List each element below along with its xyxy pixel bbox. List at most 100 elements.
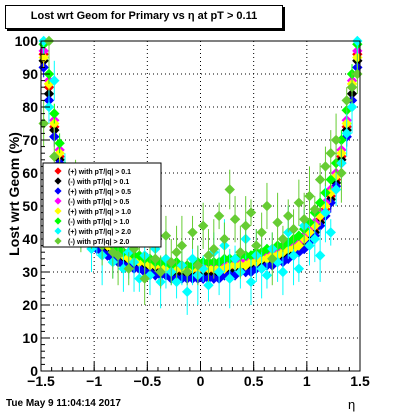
data-point	[325, 174, 336, 185]
legend-marker	[54, 227, 62, 235]
legend-label: (-) with pT/|q| > 1.0	[68, 219, 129, 226]
data-point	[203, 280, 214, 291]
data-series	[38, 35, 363, 315]
data-point	[261, 243, 273, 255]
data-point	[314, 197, 326, 208]
y-tick-label: 60	[22, 165, 38, 181]
data-point	[309, 233, 321, 245]
data-point	[171, 276, 182, 288]
data-point	[298, 214, 310, 225]
legend-marker	[54, 187, 62, 195]
data-point	[314, 250, 326, 261]
x-tick-label: −1	[86, 373, 102, 389]
x-tick-label: 0.5	[244, 373, 264, 389]
data-point	[283, 210, 294, 222]
data-point	[346, 101, 358, 113]
data-point	[123, 263, 134, 274]
data-point	[219, 233, 230, 245]
data-point	[272, 217, 283, 228]
data-point	[139, 273, 150, 284]
x-tick-label: −1.5	[27, 373, 55, 389]
data-point	[314, 174, 326, 185]
legend-label: (+) with pT/|q| > 2.0	[68, 229, 131, 236]
data-point	[187, 253, 198, 264]
data-point	[256, 227, 267, 238]
data-point	[187, 227, 198, 238]
data-point	[150, 253, 161, 264]
data-point	[304, 240, 315, 251]
legend-marker	[54, 167, 62, 175]
x-tick-label: 1.5	[350, 373, 370, 389]
y-axis-label: Lost wrt Geom (%)	[6, 132, 22, 256]
legend-label: (-) with pT/|q| > 2.0	[68, 239, 129, 246]
data-point	[293, 240, 305, 251]
data-point	[224, 273, 235, 284]
data-point	[176, 240, 188, 251]
data-point	[336, 167, 347, 179]
data-point	[240, 220, 251, 231]
data-point	[144, 270, 156, 281]
data-point	[182, 266, 193, 278]
x-tick-label: −0.5	[134, 373, 162, 389]
data-point	[256, 263, 267, 274]
y-tick-label: 70	[22, 132, 38, 148]
x-tick-label: 1	[303, 373, 311, 389]
legend-box	[42, 162, 162, 248]
legend-marker	[54, 217, 62, 225]
data-point	[134, 273, 145, 284]
data-point	[208, 243, 219, 255]
data-point	[277, 266, 289, 278]
legend-label: (-) with pT/|q| > 0.5	[68, 199, 129, 206]
data-point	[203, 250, 214, 261]
data-point	[330, 184, 342, 195]
data-point	[229, 253, 241, 264]
legend-label: (+) with pT/|q| > 0.1	[68, 169, 131, 176]
legend-label: (+) with pT/|q| > 0.5	[68, 189, 131, 196]
legend-marker	[54, 177, 62, 185]
x-axis-label: η	[348, 397, 356, 412]
data-point	[288, 223, 299, 235]
legend-marker	[54, 197, 62, 205]
data-point	[118, 263, 129, 274]
data-point	[182, 286, 193, 297]
x-tick-label: 0	[197, 373, 205, 389]
data-point	[160, 230, 172, 241]
data-point	[251, 240, 262, 251]
y-tick-label: 30	[22, 264, 38, 280]
data-point	[171, 247, 182, 258]
data-point	[245, 276, 257, 288]
data-point	[213, 266, 225, 278]
data-point	[320, 161, 331, 172]
y-tick-label: 10	[22, 330, 38, 346]
data-point	[261, 270, 273, 281]
data-point	[341, 95, 352, 106]
legend-marker	[54, 237, 62, 245]
axis-ticks: −1.5 −1 −0.5 0 0.5 1 1.5 0 10 20 30 40 50 60 70 80 90 100	[15, 33, 370, 389]
y-tick-label: 100	[15, 33, 39, 49]
data-point	[341, 128, 352, 139]
data-point	[346, 82, 358, 93]
chart-title: Lost wrt Geom for Primary vs η at pT > 0…	[30, 10, 258, 22]
y-tick-label: 40	[22, 231, 38, 247]
legend: (+) with pT/|q| > 0.1 (-) with pT/|q| > 0…	[42, 162, 162, 248]
legend-marker	[54, 207, 62, 215]
legend-label: (+) with pT/|q| > 1.0	[68, 209, 131, 216]
data-point	[112, 250, 124, 261]
data-point	[293, 263, 305, 274]
data-point	[293, 197, 305, 208]
data-point	[304, 190, 315, 202]
y-tick-label: 50	[22, 198, 38, 214]
chart-title-box: Lost wrt Geom for Primary vs η at pT > 0…	[5, 5, 283, 29]
data-point	[293, 230, 305, 241]
data-point	[261, 200, 273, 212]
data-point	[224, 184, 235, 195]
data-point	[155, 266, 166, 278]
data-point	[240, 266, 251, 278]
data-point	[49, 108, 60, 119]
data-point	[213, 210, 225, 222]
y-tick-label: 20	[22, 297, 38, 313]
y-tick-label: 90	[22, 66, 38, 82]
data-point	[49, 75, 60, 86]
data-point	[267, 253, 278, 264]
